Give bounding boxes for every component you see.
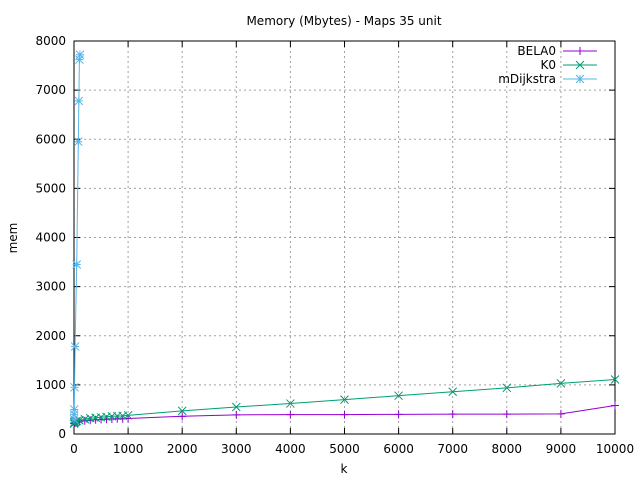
data-point: [74, 96, 84, 106]
legend-item: BELA0: [517, 44, 597, 58]
data-point: [575, 60, 585, 70]
series-BELA0: [70, 401, 619, 428]
y-tick-label: 1000: [35, 378, 66, 392]
x-tick-label: 1000: [113, 442, 144, 456]
y-tick-label: 4000: [35, 231, 66, 245]
data-point: [448, 387, 458, 397]
data-point: [232, 410, 241, 419]
y-tick-label: 3000: [35, 280, 66, 294]
data-point: [75, 55, 84, 65]
data-point: [394, 410, 403, 419]
data-point: [69, 405, 79, 414]
data-point: [70, 382, 79, 392]
x-tick-label: 5000: [329, 442, 360, 456]
y-tick-label: 7000: [35, 83, 66, 97]
data-point: [556, 379, 566, 388]
data-point: [286, 410, 295, 419]
data-point: [611, 401, 619, 410]
x-tick-label: 4000: [275, 442, 306, 456]
series-mDijkstra: [69, 50, 85, 424]
x-tick-label: 0: [70, 442, 78, 456]
x-tick-label: 6000: [383, 442, 414, 456]
x-tick-label: 8000: [492, 442, 523, 456]
x-tick-label: 9000: [546, 442, 577, 456]
data-point: [575, 74, 585, 84]
data-point: [70, 342, 80, 351]
data-point: [340, 410, 349, 419]
series-K0: [69, 375, 620, 429]
x-tick-label: 2000: [167, 442, 198, 456]
data-point: [231, 402, 241, 412]
data-point: [75, 50, 85, 60]
y-axis-label: mem: [6, 223, 20, 254]
legend-item: mDijkstra: [498, 72, 597, 86]
y-tick-label: 5000: [35, 181, 66, 195]
data-point: [286, 399, 295, 408]
data-point: [72, 260, 82, 269]
y-tick-label: 6000: [35, 132, 66, 146]
data-point: [556, 409, 565, 418]
x-tick-label: 7000: [437, 442, 468, 456]
x-axis-label: k: [341, 462, 348, 476]
series-layer: [69, 50, 620, 429]
data-point: [502, 383, 512, 393]
x-tick-label: 10000: [596, 442, 634, 456]
data-point: [177, 406, 187, 416]
data-point: [73, 137, 83, 147]
grid: [74, 41, 615, 434]
data-point: [69, 414, 79, 424]
data-point: [502, 410, 511, 419]
axis-ticks: 0 1000 2000 3000 4000 5000 6000 7000 8000 9000 100…: [35, 34, 634, 456]
data-point: [576, 47, 584, 55]
x-tick-label: 3000: [221, 442, 252, 456]
data-point: [394, 391, 403, 401]
data-point: [80, 414, 90, 424]
data-point: [610, 375, 620, 384]
y-tick-label: 2000: [35, 329, 66, 343]
data-point: [448, 410, 457, 419]
legend-item: K0: [540, 58, 597, 72]
y-tick-label: 8000: [35, 34, 66, 48]
chart-title: Memory (Mbytes) - Maps 35 unit: [246, 14, 441, 28]
data-point: [340, 395, 349, 404]
y-tick-label: 0: [58, 427, 66, 441]
data-point: [69, 409, 79, 419]
legend-label: K0: [540, 58, 556, 72]
legend-label: mDijkstra: [498, 72, 556, 86]
data-point: [178, 412, 187, 421]
legend-label: BELA0: [517, 44, 556, 58]
data-point: [123, 410, 133, 420]
